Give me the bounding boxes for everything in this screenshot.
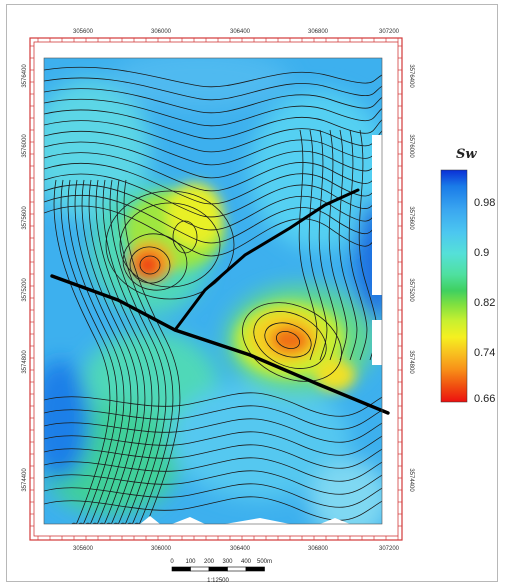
y-tick-label-left: 3574800 [22, 350, 28, 374]
scale-tick-label: 500m [257, 559, 272, 565]
scale-tick-label: 0 [170, 559, 174, 565]
x-axis-bottom: 305600 306000 306400 306800 307200 [73, 546, 400, 552]
figure-frame [6, 4, 498, 582]
x-axis-top: 305600 306000 306400 306800 307200 [73, 29, 400, 35]
scale-tick-label: 100 [185, 559, 196, 565]
map-border [29, 37, 403, 541]
y-axis-left: 3576400 3576000 3575600 3575200 3574800 35744… [22, 64, 28, 492]
x-tick-label-bottom: 307200 [379, 546, 400, 552]
y-tick-label-left: 3574400 [22, 468, 28, 492]
x-tick-label-top: 307200 [379, 29, 400, 35]
legend-title: Sw [456, 147, 477, 162]
legend-value-label: 0.66 [474, 393, 495, 405]
scale-bar: 0 100 200 300 400 500m 1:12500 [170, 559, 272, 584]
contour-lines [44, 66, 382, 524]
y-tick-label-right: 3575600 [408, 206, 414, 230]
y-tick-label-right: 3574800 [408, 350, 414, 374]
x-tick-label-bottom: 306400 [230, 546, 251, 552]
x-tick-label-top: 306800 [308, 29, 329, 35]
saturation-surface [44, 58, 382, 524]
y-tick-label-right: 3576000 [408, 134, 414, 158]
y-tick-label-right: 3576400 [408, 64, 414, 88]
map-edges [140, 135, 384, 524]
x-tick-label-top: 306000 [151, 29, 172, 35]
fault-branch [173, 188, 360, 332]
y-tick-label-right: 3574400 [408, 468, 414, 492]
legend-value-label: 0.98 [474, 197, 495, 209]
fault-main [50, 274, 390, 415]
fault-lines [50, 188, 390, 415]
scale-tick-label: 200 [204, 559, 215, 565]
legend-value-label: 0.9 [474, 247, 489, 259]
scale-ratio: 1:12500 [207, 578, 229, 584]
y-tick-label-left: 3575200 [22, 278, 28, 302]
y-tick-label-left: 3576000 [22, 134, 28, 158]
legend: Sw 0.98 0.9 0.82 0.74 0.66 [440, 147, 495, 405]
x-tick-label-top: 306400 [230, 29, 251, 35]
x-tick-label-bottom: 305600 [73, 546, 94, 552]
scale-segment [245, 566, 265, 572]
x-tick-label-bottom: 306800 [308, 546, 329, 552]
legend-value-label: 0.74 [474, 347, 495, 359]
x-tick-label-top: 305600 [73, 29, 94, 35]
scale-tick-label: 300 [222, 559, 233, 565]
scale-segment [190, 566, 210, 572]
x-tick-label-bottom: 306000 [151, 546, 172, 552]
scale-tick-label: 400 [241, 559, 252, 565]
scale-segment [208, 566, 228, 572]
y-tick-label-left: 3575600 [22, 206, 28, 230]
scale-segment [227, 566, 247, 572]
legend-colorbar [440, 169, 468, 403]
y-tick-label-left: 3576400 [22, 64, 28, 88]
scale-segment [171, 566, 191, 572]
legend-value-label: 0.82 [474, 297, 495, 309]
y-axis-right: 3576400 3576000 3575600 3575200 3574800 35744… [408, 64, 414, 492]
y-tick-label-right: 3575200 [408, 278, 414, 302]
